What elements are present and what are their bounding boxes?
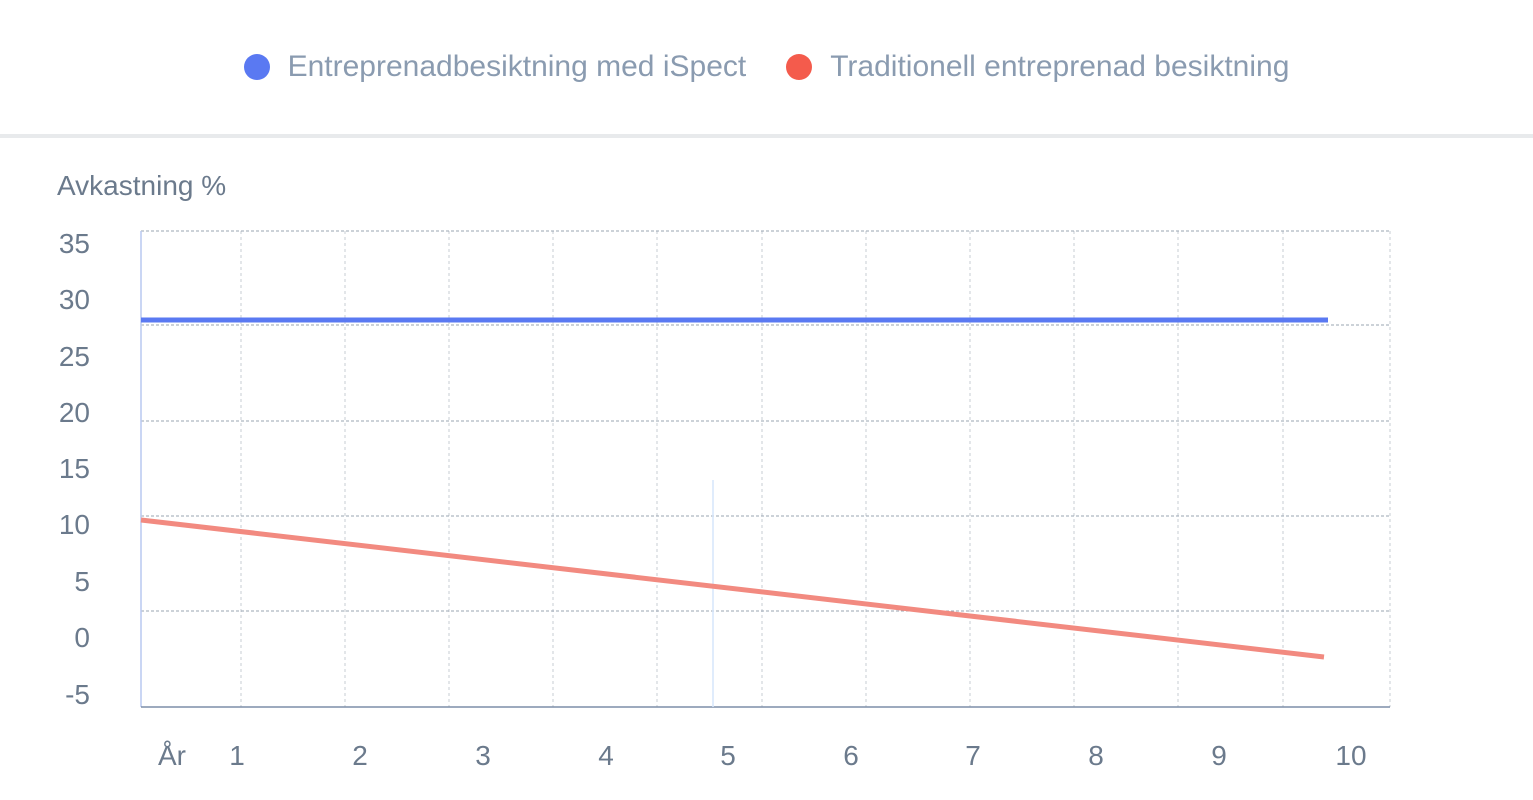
y-axis-title: Avkastning %	[57, 170, 227, 201]
y-tick-label: 0	[74, 622, 90, 653]
x-tick-label: 7	[965, 740, 981, 771]
legend-dot-traditional-icon	[786, 54, 813, 80]
x-tick-label: 2	[352, 740, 368, 771]
y-tick-label: 15	[59, 453, 90, 484]
legend-divider	[0, 134, 1533, 138]
y-tick-label: 25	[59, 341, 90, 372]
x-tick-label: 1	[229, 740, 245, 771]
y-tick-label: 10	[59, 509, 90, 540]
y-tick-label: 35	[59, 228, 90, 259]
x-tick-label: 10	[1335, 740, 1366, 771]
legend-label-ispect: Entreprenadbesiktning med iSpect	[287, 50, 747, 83]
x-tick-label: 9	[1211, 740, 1227, 771]
legend-label-traditional: Traditionell entreprenad besiktning	[830, 50, 1290, 83]
x-tick-label: 4	[598, 740, 614, 771]
chart-legend: Entreprenadbesiktning med iSpect Traditi…	[0, 0, 1533, 134]
y-tick-label: 20	[59, 397, 90, 428]
x-tick-label: 3	[475, 740, 491, 771]
y-tick-label: -5	[65, 679, 90, 710]
x-tick-label: 6	[843, 740, 859, 771]
x-tick-label: 5	[720, 740, 736, 771]
x-tick-label: 8	[1088, 740, 1104, 771]
chart-area: Avkastning % 35 30 25 20 15 10 5 0 -5 År 1 2 3 4 5 6 7 8 9…	[0, 138, 1533, 800]
y-tick-label: 30	[59, 284, 90, 315]
line-chart: 35 30 25 20 15 10 5 0 -5 År 1 2 3 4 5 6 7 8 9 10	[59, 228, 1391, 771]
legend-item-traditional[interactable]: Traditionell entreprenad besiktning	[786, 50, 1289, 84]
x-axis-title: År	[158, 740, 186, 771]
legend-item-ispect[interactable]: Entreprenadbesiktning med iSpect	[243, 50, 747, 84]
series-line-traditional	[140, 517, 1325, 660]
legend-dot-ispect-icon	[243, 54, 270, 80]
y-tick-label: 5	[74, 566, 90, 597]
